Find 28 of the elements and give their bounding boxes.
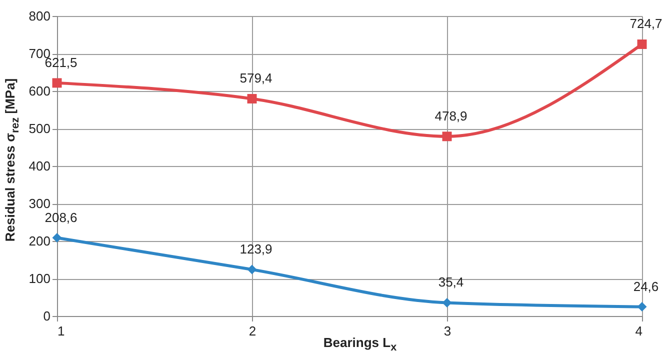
y-tick-label: 400 bbox=[28, 158, 50, 174]
y-tick-label: 0 bbox=[43, 308, 50, 324]
data-label: 123,9 bbox=[240, 242, 272, 257]
data-label: 478,9 bbox=[434, 108, 468, 124]
x-tick-label: 4 bbox=[635, 324, 642, 338]
data-label: 208,6 bbox=[44, 210, 78, 225]
data-label: 579,4 bbox=[240, 70, 272, 86]
y-tick-label: 600 bbox=[28, 84, 50, 98]
point bbox=[52, 233, 62, 243]
y-tick-label: 800 bbox=[28, 8, 50, 24]
y-tick-label: 200 bbox=[28, 234, 50, 248]
y-tick-label: 100 bbox=[28, 271, 50, 286]
data-label: 724,7 bbox=[630, 16, 662, 32]
x-axis-title: Bearings L$_{x}$ bbox=[323, 335, 397, 354]
x-tick-label: 3 bbox=[444, 324, 452, 338]
point bbox=[247, 264, 257, 274]
y-tick-label: 300 bbox=[28, 196, 50, 211]
data-label: 35,4 bbox=[438, 274, 464, 290]
x-tick-label: 1 bbox=[58, 324, 65, 338]
point bbox=[52, 78, 62, 88]
x-tick-label: 2 bbox=[248, 324, 256, 338]
data-label: 24,6 bbox=[633, 278, 659, 294]
point bbox=[247, 94, 257, 104]
point bbox=[637, 39, 647, 49]
point bbox=[637, 302, 647, 312]
point bbox=[442, 298, 452, 308]
point bbox=[442, 132, 452, 142]
y-tick-label: 500 bbox=[28, 121, 50, 136]
